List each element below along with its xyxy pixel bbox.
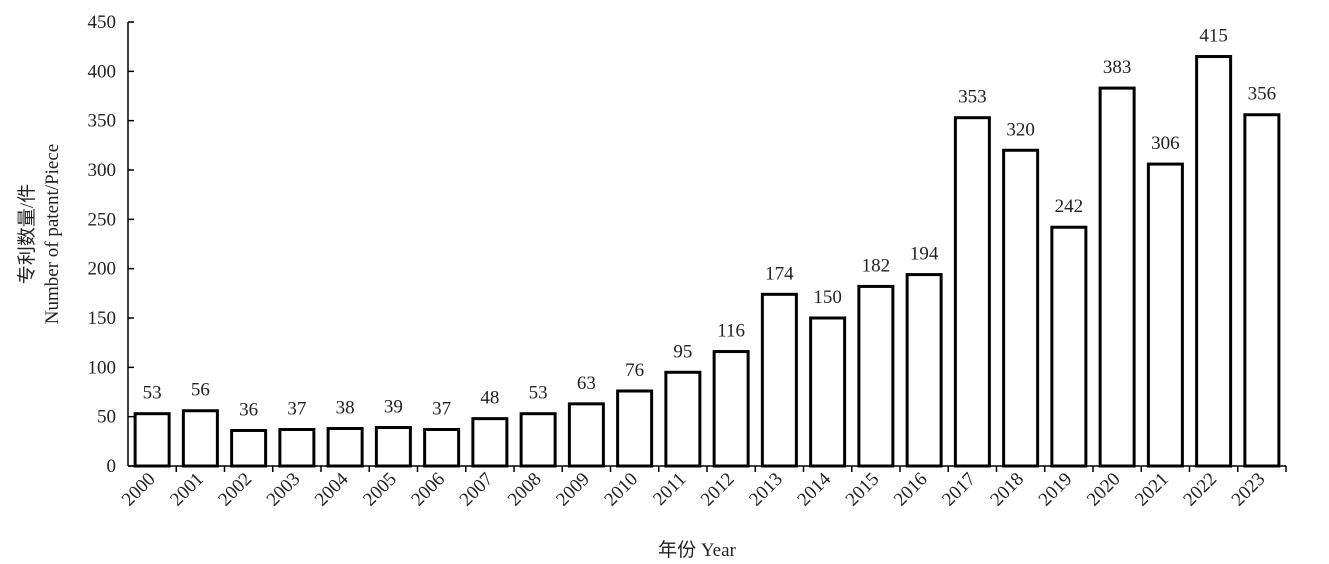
- x-tick-label: 2004: [311, 468, 353, 510]
- y-tick-label: 0: [107, 456, 117, 477]
- data-label-2006: 37: [432, 398, 451, 419]
- data-label-2004: 38: [336, 398, 355, 419]
- bar-2006: [423, 427, 461, 468]
- x-tick-label: 2002: [214, 469, 256, 511]
- y-axis-title-en: Number of patent/Piece: [42, 144, 63, 324]
- y-tick-label: 300: [88, 160, 117, 181]
- bars: [133, 55, 1281, 468]
- bar-2010: [616, 389, 654, 468]
- data-label-2015: 182: [862, 255, 891, 276]
- data-label-2018: 320: [1006, 119, 1035, 140]
- x-tick-label: 2023: [1228, 469, 1270, 511]
- bar-2011: [664, 370, 702, 468]
- data-label-2019: 242: [1055, 196, 1084, 217]
- data-label-2013: 174: [765, 263, 794, 284]
- data-label-2016: 194: [910, 244, 939, 265]
- bar-2009: [567, 402, 605, 468]
- x-tick-label: 2001: [166, 469, 208, 511]
- data-label-2014: 150: [813, 287, 842, 308]
- x-tick-label: 2011: [649, 469, 690, 510]
- bar-2016: [905, 273, 943, 468]
- x-tick-label: 2010: [600, 469, 642, 511]
- data-label-2001: 56: [191, 380, 210, 401]
- data-label-2020: 383: [1103, 57, 1132, 78]
- x-tick-label: 2017: [938, 469, 980, 511]
- x-axis: 2000 2001 2002 2003 2004 2005 2006 2007 2008 2009…: [118, 465, 1287, 511]
- x-tick-label: 2021: [1131, 469, 1173, 511]
- bar-2013: [760, 292, 798, 468]
- x-tick-label: 2003: [263, 469, 305, 511]
- data-label-2010: 76: [625, 360, 644, 381]
- x-tick-label: 2018: [986, 469, 1028, 511]
- data-label-2022: 415: [1199, 26, 1228, 47]
- x-tick-label: 2019: [1035, 469, 1077, 511]
- y-tick-label: 450: [88, 12, 117, 33]
- data-label-2011: 95: [673, 341, 692, 362]
- bar-2002: [230, 428, 268, 468]
- x-tick-label: 2008: [504, 469, 546, 511]
- x-tick-label: 2014: [793, 468, 835, 510]
- bar-2018: [1002, 148, 1040, 468]
- data-label-2002: 36: [239, 399, 258, 420]
- y-tick-label: 50: [97, 407, 116, 428]
- x-tick-label: 2016: [890, 469, 932, 511]
- x-tick-label: 2022: [1179, 469, 1221, 511]
- bar-2023: [1243, 113, 1281, 468]
- x-tick-label: 2020: [1083, 469, 1125, 511]
- data-label-2017: 353: [958, 87, 987, 108]
- bar-2020: [1098, 86, 1136, 468]
- x-tick-label: 2012: [697, 469, 739, 511]
- bar-2019: [1050, 225, 1088, 468]
- y-axis: 0 50 100 150 200 250 300 350 400 450: [88, 12, 134, 477]
- data-labels: 53 56 36 37 38 39 37 48 53 63 76 95 116 174 150 182 194 3…: [143, 26, 1277, 421]
- y-tick-label: 100: [88, 357, 117, 378]
- data-label-2009: 63: [577, 373, 596, 394]
- x-tick-label: 2013: [745, 469, 787, 511]
- data-label-2008: 53: [529, 383, 548, 404]
- bar-2001: [181, 409, 219, 468]
- y-tick-label: 150: [88, 308, 117, 329]
- x-tick-label: 2007: [456, 469, 498, 511]
- data-label-2005: 39: [384, 397, 403, 418]
- x-tick-label: 2005: [359, 469, 401, 511]
- bar-2017: [953, 116, 991, 468]
- bar-2003: [278, 427, 316, 468]
- x-tick-label: 2009: [552, 469, 594, 511]
- bar-2000: [133, 412, 171, 468]
- data-label-2003: 37: [287, 398, 306, 419]
- data-label-2021: 306: [1151, 133, 1180, 154]
- x-axis-title: 年份 Year: [658, 539, 736, 561]
- y-tick-label: 400: [88, 61, 117, 82]
- data-label-2000: 53: [143, 383, 162, 404]
- x-tick-label: 2006: [407, 469, 449, 511]
- bar-2014: [809, 316, 847, 468]
- y-tick-label: 250: [88, 209, 117, 230]
- y-tick-label: 200: [88, 259, 117, 280]
- bar-2004: [326, 427, 364, 468]
- data-label-2007: 48: [480, 388, 499, 409]
- x-tick-label: 2000: [118, 469, 160, 511]
- bar-2005: [374, 426, 412, 468]
- y-tick-label: 350: [88, 111, 117, 132]
- bar-2012: [712, 350, 750, 468]
- data-label-2023: 356: [1248, 84, 1277, 105]
- bar-2022: [1195, 55, 1233, 468]
- bar-2015: [857, 284, 895, 468]
- bar-2021: [1146, 162, 1184, 468]
- x-tick-label: 2015: [842, 469, 884, 511]
- bar-2008: [519, 412, 557, 468]
- y-axis-title-cn: 专利数量/件: [16, 184, 38, 284]
- data-label-2012: 116: [717, 321, 745, 342]
- bar-2007: [471, 417, 509, 468]
